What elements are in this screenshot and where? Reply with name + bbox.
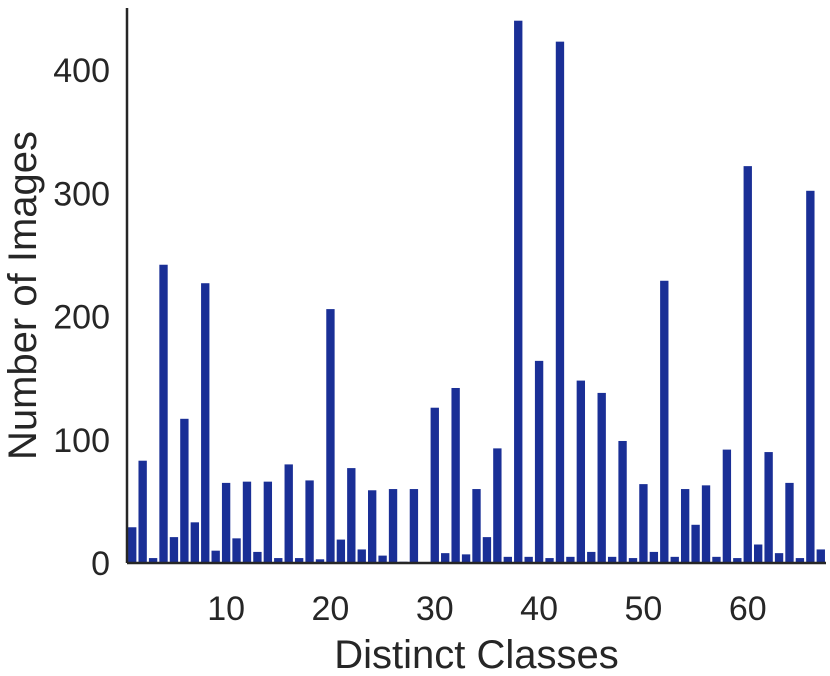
x-axis-title: Distinct Classes — [334, 633, 619, 676]
bar-class-10 — [221, 482, 231, 563]
bar-class-8 — [201, 283, 210, 563]
bar-class-56 — [701, 485, 711, 563]
bar-class-61 — [754, 544, 763, 563]
bar-class-51 — [649, 551, 659, 563]
y-tick-label-200: 200 — [53, 299, 110, 337]
bar-class-5 — [169, 537, 179, 563]
bar-class-46 — [597, 392, 606, 563]
bar-class-28 — [409, 489, 419, 563]
bar-class-55 — [691, 524, 700, 563]
y-tick-label-400: 400 — [53, 52, 110, 90]
y-tick-label-100: 100 — [53, 422, 110, 460]
bar-class-53 — [670, 556, 679, 563]
bar-class-6 — [180, 418, 189, 563]
bars-group — [128, 20, 825, 564]
bar-class-20 — [326, 309, 335, 563]
y-axis-title: Number of Images — [1, 131, 45, 460]
bar-class-2 — [138, 460, 147, 563]
bar-class-41 — [545, 558, 554, 563]
bar-class-17 — [294, 558, 304, 563]
x-tick-labels: 10 20 30 40 50 60 — [207, 590, 766, 628]
bar-class-7 — [190, 522, 199, 563]
bar-class-14 — [263, 481, 273, 563]
bar-class-32 — [451, 387, 460, 563]
bar-class-59 — [733, 558, 742, 563]
bar-class-21 — [336, 539, 346, 563]
x-tick-label-30: 30 — [416, 590, 454, 628]
bar-class-45 — [587, 551, 596, 563]
y-tick-label-300: 300 — [53, 175, 110, 213]
bar-class-19 — [315, 559, 325, 563]
bar-class-60 — [743, 166, 752, 563]
bar-class-35 — [482, 537, 492, 563]
x-tick-label-60: 60 — [729, 590, 767, 628]
bar-class-24 — [368, 490, 377, 563]
bar-class-38 — [514, 20, 523, 563]
bar-class-23 — [357, 549, 366, 563]
bar-class-39 — [524, 556, 533, 563]
bar-class-63 — [774, 553, 784, 563]
bar-class-48 — [618, 440, 627, 563]
bar-class-67 — [816, 549, 825, 563]
bar-class-22 — [347, 468, 356, 563]
x-tick-label-40: 40 — [520, 590, 558, 628]
bar-class-30 — [430, 407, 439, 563]
bar-class-31 — [441, 553, 450, 563]
bar-class-58 — [722, 449, 732, 563]
bar-class-52 — [660, 280, 669, 563]
bar-class-16 — [284, 464, 293, 563]
x-tick-label-10: 10 — [207, 590, 245, 628]
y-tick-label-0: 0 — [91, 545, 110, 583]
bar-class-26 — [388, 489, 398, 563]
bar-class-18 — [305, 480, 314, 563]
bar-class-50 — [639, 484, 648, 563]
bar-class-4 — [159, 264, 168, 563]
bar-class-49 — [628, 558, 638, 563]
bar-class-57 — [712, 556, 721, 563]
bar-class-40 — [534, 360, 544, 563]
bar-class-43 — [566, 556, 575, 563]
bar-class-54 — [680, 489, 690, 563]
bar-class-15 — [274, 558, 283, 563]
bar-class-44 — [576, 380, 586, 563]
x-tick-label-50: 50 — [625, 590, 663, 628]
bar-class-25 — [378, 555, 387, 563]
bar-class-9 — [211, 550, 220, 563]
bar-class-42 — [555, 41, 565, 563]
bar-class-33 — [461, 554, 471, 563]
bar-class-65 — [795, 558, 805, 563]
bar-class-66 — [806, 190, 815, 564]
bar-class-11 — [232, 538, 241, 563]
bar-class-13 — [253, 551, 262, 563]
bar-class-62 — [764, 452, 773, 563]
bar-class-3 — [148, 558, 158, 563]
bar-class-12 — [242, 481, 252, 563]
bar-class-64 — [785, 482, 794, 563]
bar-class-36 — [493, 448, 502, 563]
y-tick-labels: 0 100 200 300 400 — [53, 52, 110, 583]
bar-class-1 — [128, 527, 137, 563]
bar-class-47 — [607, 556, 617, 563]
bar-class-37 — [503, 556, 512, 563]
bar-class-34 — [472, 489, 481, 563]
x-tick-label-20: 20 — [312, 590, 350, 628]
